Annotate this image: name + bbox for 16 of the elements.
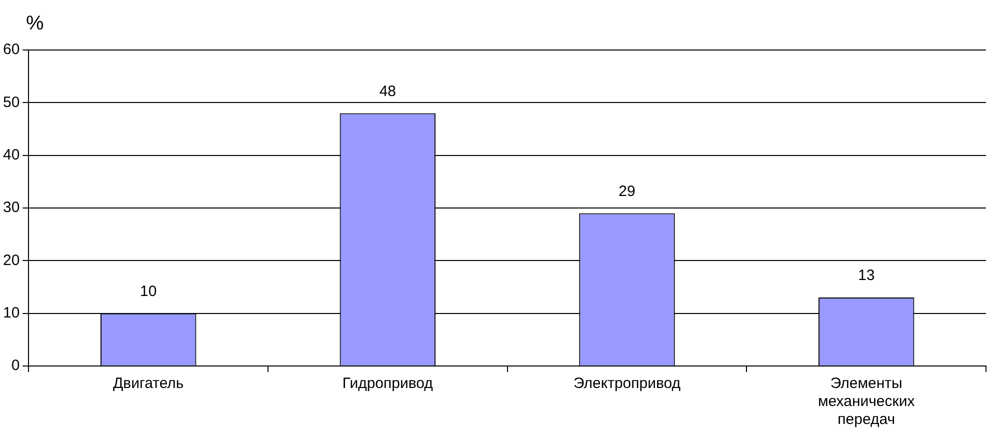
y-tick-label: 20	[2, 252, 20, 269]
data-label: 13	[858, 267, 875, 284]
y-tick-label: 40	[2, 146, 20, 164]
x-tick-label: Элементы механических передач	[818, 375, 916, 428]
data-label: 29	[618, 182, 636, 200]
x-tick-label: Двигатель	[112, 375, 184, 392]
data-label: 10	[140, 282, 157, 300]
x-tick-label: Гидропривод	[342, 375, 434, 392]
y-tick-label: 50	[2, 94, 20, 111]
y-tick-label: 0	[11, 357, 20, 374]
y-tick-label: 10	[2, 304, 20, 322]
y-tick-label: 60	[2, 41, 20, 58]
data-label: 48	[379, 82, 396, 100]
y-axis-title: %	[26, 12, 44, 35]
x-tick-label: Электропривод	[573, 375, 681, 392]
y-tick-label: 30	[2, 199, 20, 216]
